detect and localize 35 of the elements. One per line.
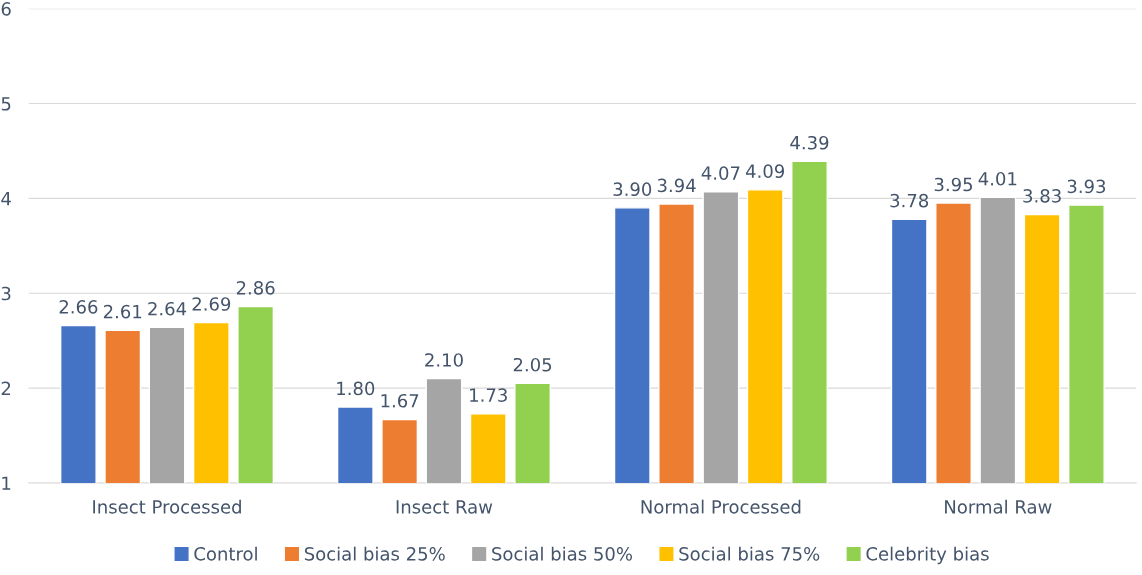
- x-tick-label: Normal Processed: [641, 499, 801, 514]
- legend-label: Celebrity bias: [866, 546, 989, 565]
- data-label: 2.61: [103, 304, 142, 319]
- legend-label: Control: [194, 546, 257, 561]
- legend-label: Social bias 50%: [492, 546, 633, 561]
- data-label: 2.69: [192, 297, 231, 311]
- data-label: 2.64: [148, 301, 187, 316]
- data-label: 3.78: [890, 193, 929, 208]
- data-label: 2.05: [513, 357, 552, 372]
- data-label: 3.94: [657, 178, 696, 193]
- x-tick-label: Insect Raw: [396, 500, 493, 514]
- data-label: 4.39: [790, 135, 829, 150]
- data-label: 4.01: [978, 171, 1017, 186]
- y-tick-label: 3: [1, 286, 11, 301]
- data-label: 4.07: [701, 166, 740, 180]
- x-tick-label: Normal Raw: [945, 499, 1052, 514]
- data-label: 4.09: [745, 164, 785, 178]
- data-label: 3.93: [1067, 179, 1106, 194]
- x-tick-label: Insect Processed: [93, 499, 241, 514]
- data-label: 1.67: [381, 393, 419, 408]
- data-label: 1.80: [337, 381, 375, 396]
- legend-label: Social bias 25%: [304, 546, 445, 561]
- y-tick-label: 2: [1, 381, 11, 395]
- data-label: 3.90: [613, 182, 652, 197]
- data-label: 2.86: [236, 281, 275, 295]
- data-label: 3.83: [1023, 189, 1061, 203]
- data-label: 2.10: [425, 353, 463, 367]
- y-tick-label: 5: [1, 97, 11, 111]
- y-tick-label: 6: [1, 2, 11, 16]
- data-label: 1.73: [470, 388, 507, 402]
- y-tick-label: 4: [1, 192, 11, 206]
- data-label: 2.66: [59, 300, 98, 314]
- data-label: 3.95: [934, 177, 973, 192]
- y-tick-label: 1: [2, 476, 11, 490]
- legend-label: Social bias 75%: [679, 546, 820, 561]
